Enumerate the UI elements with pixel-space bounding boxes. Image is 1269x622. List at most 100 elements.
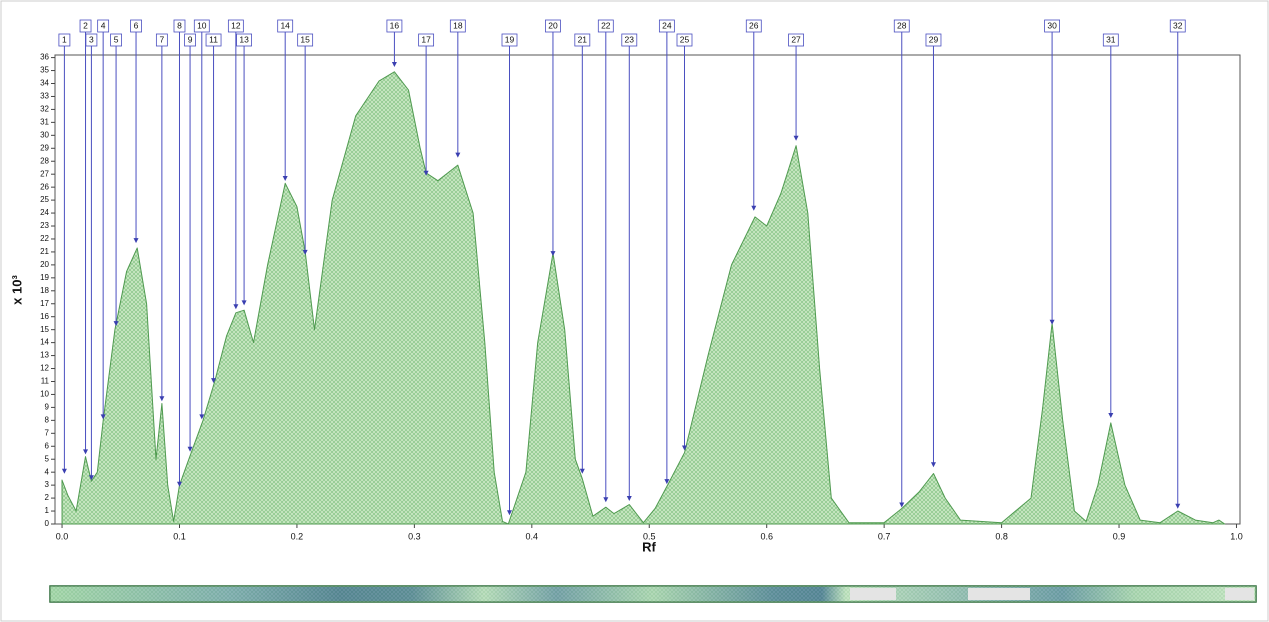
y-tick-label: 17 <box>40 299 49 308</box>
y-tick-label: 10 <box>40 390 49 399</box>
x-tick-label: 0.1 <box>173 531 186 541</box>
peak-arrowhead <box>283 176 288 181</box>
peak-arrowhead <box>62 469 67 474</box>
y-tick-label: 0 <box>45 519 50 528</box>
y-axis-label: x 10³ <box>9 275 24 305</box>
y-tick-label: 4 <box>45 467 50 476</box>
peak-arrowhead <box>603 497 608 502</box>
y-tick-label: 20 <box>40 260 49 269</box>
y-tick-label: 5 <box>45 454 50 463</box>
track-strip <box>50 586 1256 602</box>
x-tick-label: 0.4 <box>526 531 539 541</box>
y-tick-label: 7 <box>45 428 50 437</box>
peak-arrowhead <box>159 396 164 401</box>
peak-label: 14 <box>280 20 290 30</box>
x-tick-label: 0.2 <box>291 531 304 541</box>
x-tick-label: 0.5 <box>643 531 656 541</box>
peak-label: 31 <box>1106 34 1116 44</box>
y-tick-label: 18 <box>40 286 49 295</box>
peak-label: 12 <box>231 20 241 30</box>
x-tick-label: 0.7 <box>878 531 891 541</box>
x-tick-label: 0.3 <box>408 531 421 541</box>
y-tick-label: 2 <box>45 493 50 502</box>
peak-arrowhead <box>392 62 397 67</box>
y-tick-label: 9 <box>45 403 50 412</box>
area <box>62 72 1225 524</box>
y-tick-label: 3 <box>45 480 50 489</box>
peak-arrowhead <box>794 136 799 141</box>
peak-label: 23 <box>625 34 635 44</box>
peak-arrowhead <box>1108 413 1113 418</box>
y-tick-label: 33 <box>40 92 49 101</box>
y-tick-label: 26 <box>40 182 49 191</box>
peak-label: 16 <box>390 20 400 30</box>
y-tick-label: 23 <box>40 221 49 230</box>
y-tick-label: 16 <box>40 312 49 321</box>
y-tick-label: 32 <box>40 105 49 114</box>
peak-label: 11 <box>209 34 218 44</box>
y-tick-label: 35 <box>40 66 49 75</box>
y-tick-label: 27 <box>40 169 49 178</box>
peak-label: 17 <box>421 34 431 44</box>
y-tick-label: 30 <box>40 130 49 139</box>
peak-label: 19 <box>505 34 515 44</box>
peak-label: 2 <box>83 20 88 30</box>
peak-arrowhead <box>242 300 247 305</box>
peak-label: 22 <box>601 20 611 30</box>
y-tick-label: 14 <box>40 338 49 347</box>
peak-label: 29 <box>929 34 939 44</box>
y-tick-label: 12 <box>40 364 49 373</box>
peak-arrowhead <box>83 449 88 454</box>
peak-label: 30 <box>1047 20 1057 30</box>
x-tick-label: 0.6 <box>760 531 773 541</box>
peak-label: 6 <box>134 20 139 30</box>
y-tick-label: 19 <box>40 273 49 282</box>
x-tick-label: 0.0 <box>56 531 69 541</box>
peak-label: 9 <box>188 34 193 44</box>
x-axis-label: Rf <box>642 539 656 554</box>
x-tick-label: 0.9 <box>1113 531 1126 541</box>
peak-label: 25 <box>680 34 690 44</box>
y-tick-label: 11 <box>41 377 50 386</box>
peak-label: 4 <box>101 20 106 30</box>
peak-label: 18 <box>453 20 463 30</box>
y-tick-label: 8 <box>45 415 50 424</box>
y-tick-label: 28 <box>40 156 49 165</box>
peak-label: 3 <box>89 34 94 44</box>
y-tick-label: 25 <box>40 195 49 204</box>
peak-label: 26 <box>749 20 759 30</box>
y-tick-label: 15 <box>40 325 49 334</box>
peak-label: 5 <box>114 34 119 44</box>
peak-arrowhead <box>134 238 139 243</box>
peak-label: 8 <box>177 20 182 30</box>
peak-arrowhead <box>550 251 555 256</box>
peak-label: 32 <box>1173 20 1183 30</box>
peak-label: 20 <box>548 20 558 30</box>
y-tick-label: 21 <box>40 247 49 256</box>
peak-arrowhead <box>233 304 238 309</box>
peak-label: 21 <box>578 34 588 44</box>
peak-label: 15 <box>300 34 310 44</box>
peak-arrowhead <box>627 496 632 501</box>
peak-label: 13 <box>239 34 249 44</box>
peak-label: 7 <box>160 34 165 44</box>
y-tick-label: 29 <box>40 143 49 152</box>
page-border <box>1 1 1268 621</box>
x-tick-label: 0.8 <box>995 531 1008 541</box>
y-tick-label: 24 <box>40 208 49 217</box>
y-tick-label: 13 <box>40 351 49 360</box>
peak-arrowhead <box>1050 320 1055 325</box>
chart: Rf x 10³ 0123456789101112131415161718192… <box>0 0 1269 622</box>
peak-label: 1 <box>62 34 67 44</box>
y-tick-label: 34 <box>40 79 49 88</box>
y-tick-label: 22 <box>40 234 49 243</box>
peak-arrowhead <box>751 206 756 211</box>
peak-label: 28 <box>897 20 907 30</box>
peak-label: 27 <box>791 34 801 44</box>
peak-arrowhead <box>455 153 460 158</box>
y-tick-label: 36 <box>40 53 49 62</box>
peak-arrowhead <box>1175 504 1180 509</box>
y-tick-label: 1 <box>45 506 50 515</box>
y-tick-label: 31 <box>40 117 49 126</box>
y-tick-label: 6 <box>45 441 50 450</box>
